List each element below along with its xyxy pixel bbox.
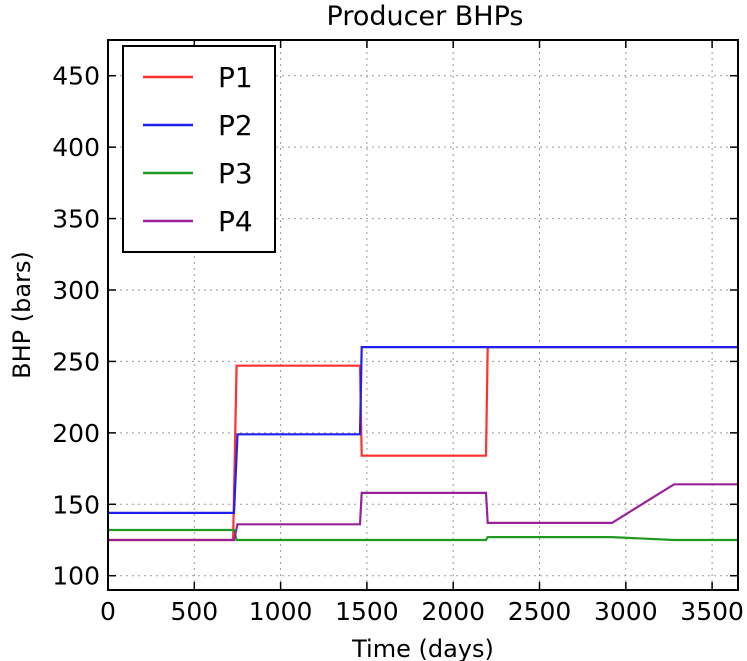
y-tick-label: 150 bbox=[52, 490, 100, 519]
y-tick-label: 200 bbox=[52, 419, 100, 448]
legend: P1 P2 P3 P4 bbox=[122, 45, 276, 253]
y-axis-label: BHP (bars) bbox=[8, 251, 36, 379]
series-line-p2 bbox=[108, 346, 738, 515]
x-axis-label: Time (days) bbox=[351, 635, 494, 661]
y-tick-label: 300 bbox=[52, 276, 100, 305]
legend-box bbox=[122, 45, 276, 253]
x-tick-label: 2500 bbox=[508, 597, 572, 626]
y-tick-label: 350 bbox=[52, 205, 100, 234]
legend-label-p1: P1 bbox=[218, 61, 253, 94]
series-line-p3 bbox=[108, 528, 738, 542]
x-ticks: 0 500 1000 1500 2000 2500 3000 3500 bbox=[100, 40, 744, 626]
plot-frame bbox=[107, 39, 739, 591]
x-tick-label: 2000 bbox=[421, 597, 485, 626]
x-tick-label: 500 bbox=[170, 597, 218, 626]
y-tick-label: 250 bbox=[52, 347, 100, 376]
legend-label-p4: P4 bbox=[218, 205, 253, 238]
series-line-p4 bbox=[108, 483, 738, 542]
legend-label-p2: P2 bbox=[218, 109, 253, 142]
y-ticks: 100 150 200 250 300 350 400 450 bbox=[52, 62, 738, 591]
chart-title: Producer BHPs bbox=[327, 1, 524, 32]
y-tick-label: 400 bbox=[52, 133, 100, 162]
y-tick-label: 100 bbox=[52, 562, 100, 591]
series-lines bbox=[108, 346, 738, 542]
series-line-p1 bbox=[108, 346, 738, 542]
legend-label-p3: P3 bbox=[218, 157, 253, 190]
x-tick-label: 1500 bbox=[335, 597, 399, 626]
x-tick-label: 1000 bbox=[249, 597, 313, 626]
y-tick-label: 450 bbox=[52, 62, 100, 91]
x-tick-label: 0 bbox=[100, 597, 116, 626]
x-tick-label: 3000 bbox=[594, 597, 658, 626]
x-tick-label: 3500 bbox=[680, 597, 744, 626]
